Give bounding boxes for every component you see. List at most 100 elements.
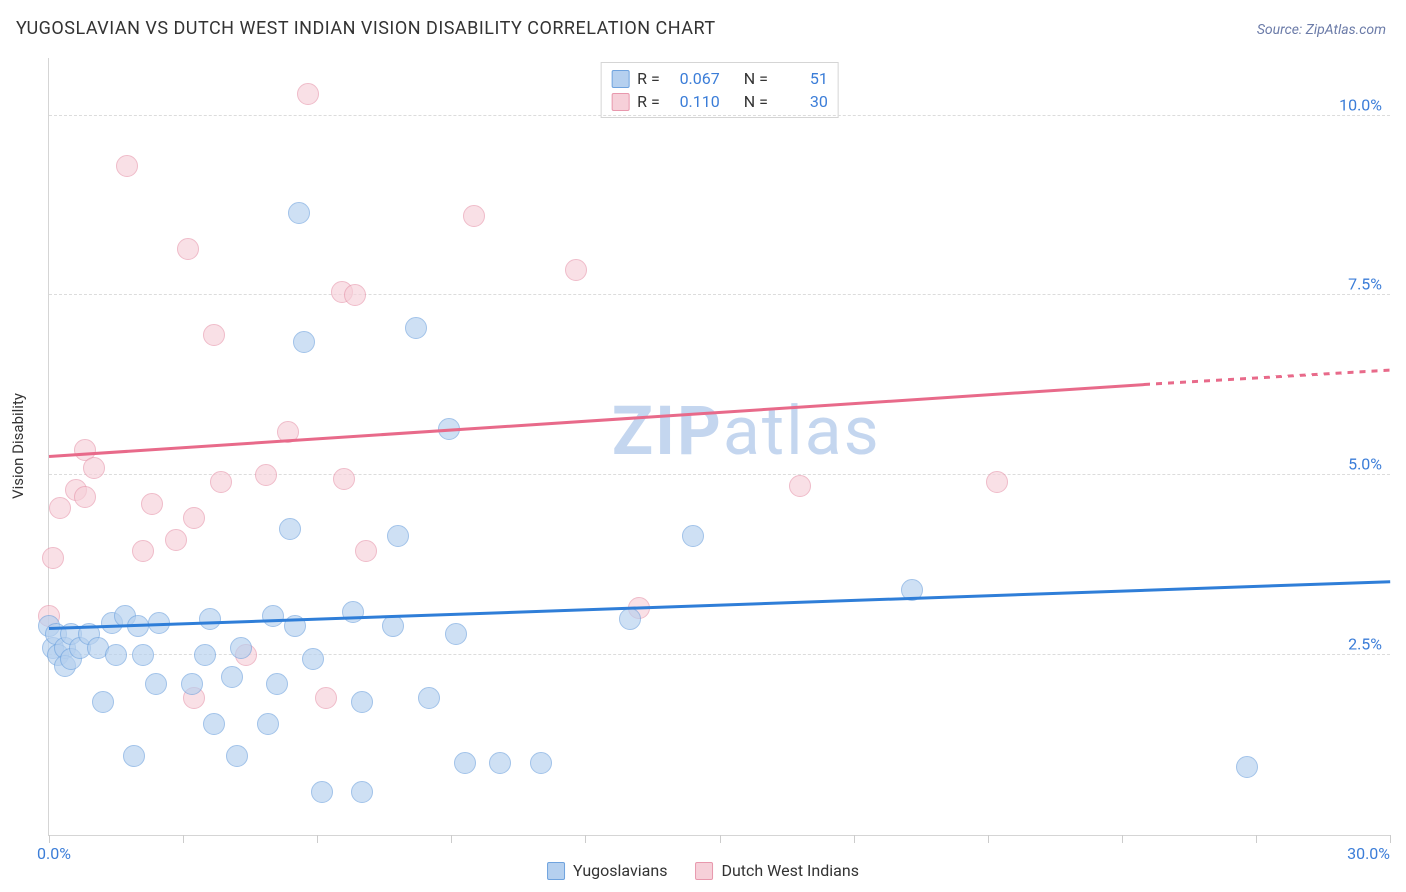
data-point [333,468,355,490]
stats-row-pink: R = 0.110 N = 30 [611,90,828,113]
data-point [132,644,154,666]
data-point [986,471,1008,493]
y-tick-label: 5.0% [1348,455,1382,474]
correlation-stats-box: R = 0.067 N = 51 R = 0.110 N = 30 [600,62,839,118]
chart-container: YUGOSLAVIAN VS DUTCH WEST INDIAN VISION … [0,0,1406,892]
stats-row-blue: R = 0.067 N = 51 [611,67,828,90]
data-point [262,605,284,627]
r-value-pink: 0.110 [668,92,720,111]
legend-item-blue: Yugoslavians [547,861,667,880]
legend: Yugoslavians Dutch West Indians [547,861,859,880]
data-point [463,205,485,227]
data-point [221,666,243,688]
x-tick [854,835,855,843]
data-point [387,525,409,547]
y-tick-label: 10.0% [1339,95,1382,114]
data-point [210,471,232,493]
r-label: R = [637,69,660,88]
y-axis-label: Vision Disability [9,393,27,499]
n-label: N = [744,69,768,88]
y-tick-label: 7.5% [1348,275,1382,294]
trendline [49,383,1144,457]
data-point [489,752,511,774]
x-axis-min-label: 0.0% [37,844,71,863]
data-point [342,601,364,623]
data-point [105,644,127,666]
r-label: R = [637,92,660,111]
data-point [530,752,552,774]
data-point [293,331,315,353]
data-point [297,83,319,105]
swatch-pink-icon [611,93,629,111]
x-tick [1256,835,1257,843]
data-point [177,238,199,260]
gridline [49,294,1390,295]
data-point [230,637,252,659]
data-point [199,608,221,630]
data-point [203,324,225,346]
data-point [302,648,324,670]
data-point [123,745,145,767]
data-point [116,155,138,177]
x-tick [1122,835,1123,843]
data-point [315,687,337,709]
data-point [181,673,203,695]
data-point [445,623,467,645]
x-tick [49,835,50,843]
data-point [183,507,205,529]
n-value-blue: 51 [776,69,828,88]
source-attribution: Source: ZipAtlas.com [1257,22,1386,38]
swatch-blue-icon [547,862,565,880]
data-point [194,644,216,666]
legend-label-blue: Yugoslavians [573,861,667,880]
data-point [789,475,811,497]
legend-item-pink: Dutch West Indians [695,861,859,880]
data-point [165,529,187,551]
x-tick [988,835,989,843]
data-point [619,608,641,630]
trendline [1144,368,1390,385]
chart-title: YUGOSLAVIAN VS DUTCH WEST INDIAN VISION … [16,18,716,39]
n-label: N = [744,92,768,111]
data-point [355,540,377,562]
data-point [565,259,587,281]
r-value-blue: 0.067 [668,69,720,88]
data-point [226,745,248,767]
data-point [279,518,301,540]
trendline [49,581,1390,630]
data-point [74,486,96,508]
plot-area: ZIPatlas R = 0.067 N = 51 R = 0.110 N = … [48,58,1390,836]
x-tick [451,835,452,843]
data-point [288,202,310,224]
data-point [382,615,404,637]
swatch-blue-icon [611,70,629,88]
data-point [1236,756,1258,778]
y-tick-label: 2.5% [1348,635,1382,654]
data-point [418,687,440,709]
swatch-pink-icon [695,862,713,880]
x-tick [720,835,721,843]
data-point [405,317,427,339]
x-tick [585,835,586,843]
data-point [454,752,476,774]
data-point [344,284,366,306]
watermark-strong: ZIP [612,391,723,471]
data-point [351,781,373,803]
data-point [351,691,373,713]
gridline [49,474,1390,475]
data-point [145,673,167,695]
data-point [255,464,277,486]
x-axis-max-label: 30.0% [1347,844,1390,863]
data-point [49,497,71,519]
data-point [203,713,225,735]
data-point [257,713,279,735]
data-point [311,781,333,803]
data-point [42,547,64,569]
gridline [49,115,1390,116]
data-point [266,673,288,695]
data-point [92,691,114,713]
data-point [83,457,105,479]
x-tick [1390,835,1391,843]
n-value-pink: 30 [776,92,828,111]
data-point [682,525,704,547]
